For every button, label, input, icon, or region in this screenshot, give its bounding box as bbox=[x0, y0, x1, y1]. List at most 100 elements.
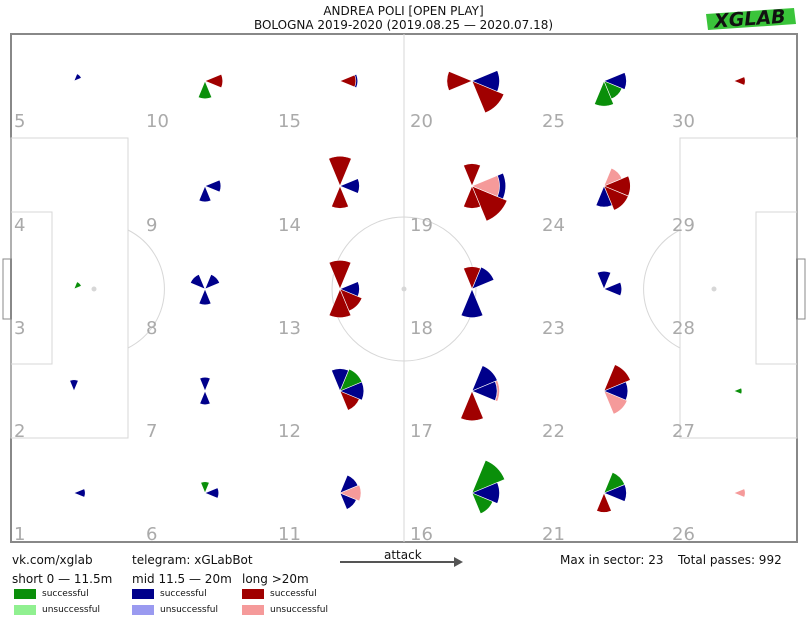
pass-sector bbox=[471, 80, 505, 114]
site-link[interactable]: vk.com/xglab bbox=[12, 553, 93, 567]
legend-mid: mid 11.5 — 20m successful unsuccessful bbox=[132, 572, 242, 618]
zone-rose bbox=[446, 70, 505, 114]
left-penalty-box bbox=[10, 137, 129, 439]
pass-sector bbox=[603, 185, 629, 211]
legend-long-unsuccessful-swatch bbox=[242, 605, 264, 615]
right-penalty-spot bbox=[711, 286, 717, 292]
zone-labels: 1234567891011121314151617181920212223242… bbox=[14, 111, 695, 545]
legend-long-successful: successful bbox=[270, 589, 317, 599]
pass-sector bbox=[733, 76, 746, 86]
legend-long-title: long >20m bbox=[242, 572, 309, 586]
zone-label: 1 bbox=[14, 524, 25, 545]
zone-label: 18 bbox=[410, 318, 433, 339]
pass-sector bbox=[603, 390, 628, 415]
zone-label: 27 bbox=[672, 421, 695, 442]
pass-roses bbox=[69, 70, 746, 515]
pass-sector bbox=[328, 288, 352, 318]
zone-rose bbox=[463, 163, 508, 222]
pass-sector bbox=[339, 74, 357, 88]
zone-rose bbox=[596, 471, 627, 513]
zone-rose bbox=[733, 76, 746, 86]
pass-sector bbox=[471, 482, 500, 504]
pass-sector bbox=[733, 387, 743, 395]
zone-rose bbox=[200, 481, 220, 499]
pass-sector bbox=[471, 185, 508, 222]
legend-long: long >20m successful unsuccessful bbox=[242, 572, 352, 618]
zone-label: 3 bbox=[14, 318, 25, 339]
zone-rose bbox=[331, 368, 364, 411]
pass-sector bbox=[603, 364, 631, 392]
zone-label: 22 bbox=[542, 421, 565, 442]
zone-rose bbox=[199, 376, 211, 406]
pass-sector bbox=[596, 492, 612, 513]
legend-mid-successful-swatch bbox=[132, 589, 154, 599]
pass-sector bbox=[339, 368, 363, 392]
zone-label: 13 bbox=[278, 318, 301, 339]
chart-subtitle: BOLOGNA 2019-2020 (2019.08.25 — 2020.07.… bbox=[253, 18, 554, 32]
zone-rose bbox=[471, 459, 506, 515]
left-penalty-arc bbox=[127, 229, 165, 349]
legend-mid-successful: successful bbox=[160, 589, 207, 599]
pass-sector bbox=[603, 80, 623, 100]
pass-sector bbox=[199, 390, 211, 406]
zone-label: 8 bbox=[146, 318, 157, 339]
pitch-lines bbox=[2, 33, 806, 543]
zone-label: 11 bbox=[278, 524, 301, 545]
zone-label: 21 bbox=[542, 524, 565, 545]
legend-mid-title: mid 11.5 — 20m bbox=[132, 572, 232, 586]
legend-short-unsuccessful-swatch bbox=[14, 605, 36, 615]
pass-sector bbox=[603, 167, 623, 187]
zone-rose bbox=[189, 273, 221, 306]
logo-text: XGLAB bbox=[712, 6, 786, 32]
zone-rose bbox=[595, 167, 631, 211]
pass-sector bbox=[204, 273, 221, 290]
pass-sector bbox=[198, 288, 212, 306]
center-spot bbox=[401, 286, 407, 292]
zone-label: 17 bbox=[410, 421, 433, 442]
zone-label: 14 bbox=[278, 215, 301, 236]
max-in-sector: Max in sector: 23 bbox=[560, 553, 664, 567]
telegram-link[interactable]: telegram: xGLabBot bbox=[132, 553, 253, 567]
zone-rose bbox=[197, 73, 224, 100]
zone-label: 5 bbox=[14, 111, 25, 132]
zone-rose bbox=[733, 387, 743, 395]
zone-label: 19 bbox=[410, 215, 433, 236]
pass-sector bbox=[471, 381, 498, 401]
pass-sector bbox=[471, 70, 500, 92]
attack-label: attack bbox=[384, 548, 422, 562]
pass-sector bbox=[339, 288, 363, 312]
pass-sector bbox=[463, 185, 481, 209]
zone-label: 2 bbox=[14, 421, 25, 442]
zone-label: 26 bbox=[672, 524, 695, 545]
zone-label: 7 bbox=[146, 421, 157, 442]
pass-sector bbox=[198, 185, 212, 203]
zone-rose bbox=[339, 73, 359, 89]
attack-arrow bbox=[340, 557, 463, 567]
zone-rose bbox=[198, 179, 222, 203]
zone-rose bbox=[733, 488, 746, 498]
zone-label: 30 bbox=[672, 111, 695, 132]
zone-rose bbox=[69, 379, 79, 392]
pass-sector bbox=[200, 481, 210, 494]
zone-label: 29 bbox=[672, 215, 695, 236]
left-goal bbox=[2, 258, 12, 320]
legend-short-successful: successful bbox=[42, 589, 89, 599]
pass-sector bbox=[328, 260, 352, 290]
zone-rose bbox=[603, 364, 631, 415]
zone-rose bbox=[328, 156, 360, 209]
pass-sector bbox=[339, 474, 359, 494]
zone-label: 12 bbox=[278, 421, 301, 442]
zone-rose bbox=[460, 266, 495, 318]
zone-label: 23 bbox=[542, 318, 565, 339]
pass-sector bbox=[463, 266, 481, 290]
pass-sector bbox=[204, 487, 220, 499]
pass-sector bbox=[73, 73, 82, 82]
zone-rose bbox=[73, 281, 82, 290]
pass-sector bbox=[189, 273, 206, 290]
pass-sector bbox=[603, 72, 627, 90]
zone-rose bbox=[596, 270, 623, 297]
zone-rose bbox=[339, 474, 362, 510]
pass-sector bbox=[596, 270, 612, 290]
pass-sector bbox=[471, 459, 506, 494]
